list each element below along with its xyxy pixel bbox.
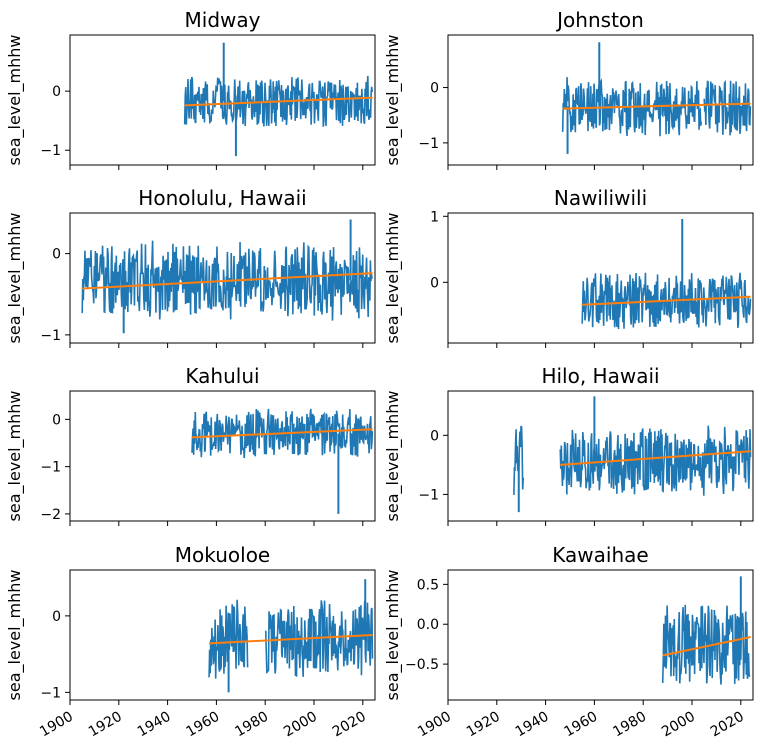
trend-line xyxy=(82,272,373,290)
axes-frame xyxy=(69,212,376,344)
subplot-5: Kahului sea_level_mhhw −2 −1 0 xyxy=(5,364,376,526)
chart-title: Honolulu, Hawaii xyxy=(138,186,306,210)
x-tick-label: 2020 xyxy=(330,709,369,741)
y-tick-label: −1 xyxy=(40,328,61,344)
chart-title: Nawiliwili xyxy=(554,186,647,210)
x-tick-label: 1940 xyxy=(135,709,174,741)
x-tick-label: 2000 xyxy=(281,709,320,741)
y-tick-label: −1 xyxy=(40,460,61,476)
y-tick-label: 0 xyxy=(52,609,61,625)
axes-frame xyxy=(69,569,376,701)
y-tick-label: 0.0 xyxy=(417,617,439,633)
y-tick-label: −1 xyxy=(418,487,439,503)
y-tick-label: −1 xyxy=(40,143,61,159)
y-axis-label: sea_level_mhhw xyxy=(383,391,403,522)
axes-frame xyxy=(447,390,754,522)
series-line xyxy=(81,240,373,321)
y-axis-label: sea_level_mhhw xyxy=(383,570,403,701)
trend-line xyxy=(662,636,751,657)
y-tick-label: 0 xyxy=(430,428,439,444)
subplot-1: Midway sea_level_mhhw −1 0 xyxy=(5,8,376,170)
series-line xyxy=(581,272,752,329)
series-line xyxy=(183,75,374,127)
y-axis-label: sea_level_mhhw xyxy=(5,213,25,344)
x-tick-label: 1940 xyxy=(513,709,552,741)
y-tick-label: 0 xyxy=(52,84,61,100)
y-tick-label: 0 xyxy=(52,247,61,263)
y-tick-label: 0.5 xyxy=(417,577,439,593)
y-tick-label: 0 xyxy=(430,275,439,291)
chart-title: Mokuoloe xyxy=(175,543,270,567)
series-line xyxy=(191,408,374,459)
x-tick-label: 2000 xyxy=(659,709,698,741)
x-tick-label: 1980 xyxy=(232,709,271,741)
x-tick-label: 1980 xyxy=(610,709,649,741)
trend-line xyxy=(560,450,751,466)
chart-title: Johnston xyxy=(555,8,644,32)
y-axis-label: sea_level_mhhw xyxy=(5,391,25,522)
y-axis-label: sea_level_mhhw xyxy=(383,35,403,166)
axes-frame xyxy=(447,34,754,166)
y-tick-label: 0 xyxy=(52,412,61,428)
chart-title: Midway xyxy=(185,8,261,32)
x-tick-label: 1900 xyxy=(37,709,76,741)
chart-title: Kawaihae xyxy=(552,543,648,567)
subplot-3: Honolulu, Hawaii sea_level_mhhw −1 0 xyxy=(5,186,376,348)
trend-line xyxy=(582,295,751,306)
x-tick-label: 1920 xyxy=(464,709,503,741)
chart-title: Kahului xyxy=(185,364,259,388)
axes-frame xyxy=(447,569,754,701)
subplot-2: Johnston sea_level_mhhw −1 0 xyxy=(383,8,754,170)
y-tick-label: −1 xyxy=(40,685,61,701)
trend-line xyxy=(191,428,373,439)
y-tick-label: 0 xyxy=(430,81,439,97)
axes-frame xyxy=(69,390,376,522)
y-tick-label: −0.5 xyxy=(405,657,439,673)
x-tick-label: 1960 xyxy=(562,709,601,741)
series-line xyxy=(208,599,374,679)
x-tick-label: 1960 xyxy=(184,709,223,741)
x-tick-label: 1900 xyxy=(415,709,454,741)
y-tick-label: −1 xyxy=(418,136,439,152)
subplot-8: Kawaihae sea_level_mhhw −0.5 0.0 0.5 1900 1920… xyxy=(383,543,754,741)
y-axis-label: sea_level_mhhw xyxy=(5,570,25,701)
axes-frame xyxy=(447,212,754,344)
axes-frame xyxy=(69,34,376,166)
y-tick-label: −2 xyxy=(40,507,61,523)
trend-line xyxy=(184,96,373,107)
y-axis-label: sea_level_mhhw xyxy=(5,35,25,166)
series-line xyxy=(661,604,751,685)
x-tick-label: 1920 xyxy=(86,709,125,741)
chart-title: Hilo, Hawaii xyxy=(541,364,659,388)
subplot-6: Hilo, Hawaii sea_level_mhhw −1 0 xyxy=(383,364,754,526)
subplot-7: Mokuoloe sea_level_mhhw −1 0 1900 1920 1940 196… xyxy=(5,543,376,741)
subplot-4: Nawiliwili sea_level_mhhw 0 1 xyxy=(383,186,754,348)
trend-line xyxy=(562,102,751,110)
trend-line xyxy=(209,634,373,645)
x-tick-label: 2020 xyxy=(708,709,747,741)
y-tick-label: 1 xyxy=(430,209,439,225)
y-axis-label: sea_level_mhhw xyxy=(383,213,403,344)
